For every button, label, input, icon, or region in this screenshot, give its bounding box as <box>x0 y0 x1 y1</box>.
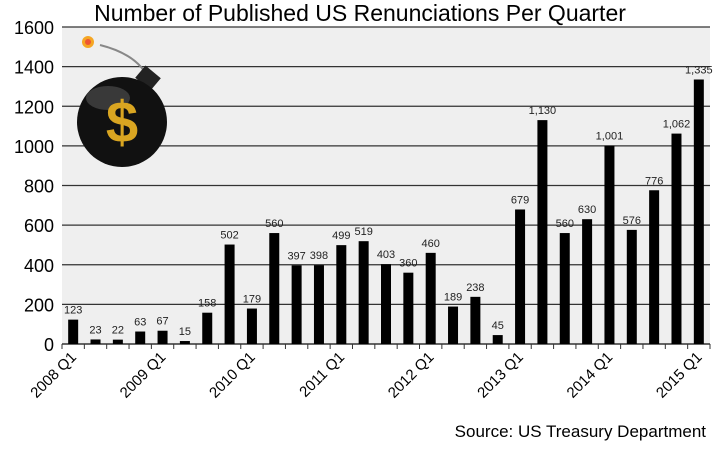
data-label: 22 <box>112 325 124 337</box>
bar <box>112 339 123 344</box>
bar <box>68 319 79 344</box>
data-label: 576 <box>623 215 641 227</box>
x-tick-label: 2015 Q1 <box>653 349 706 402</box>
bar <box>224 244 235 344</box>
bar <box>515 209 526 344</box>
data-label: 238 <box>466 282 484 294</box>
bar <box>313 265 324 344</box>
bar <box>559 233 570 344</box>
bar <box>693 79 704 345</box>
bar <box>492 335 503 344</box>
data-label: 179 <box>243 294 261 306</box>
x-tick-label: 2011 Q1 <box>296 349 348 401</box>
bar <box>425 252 436 344</box>
data-label: 776 <box>645 175 663 187</box>
data-label: 63 <box>134 317 146 329</box>
data-label: 460 <box>422 238 440 250</box>
data-label: 679 <box>511 194 529 206</box>
data-label: 45 <box>492 320 504 332</box>
x-tick-label: 2008 Q1 <box>27 349 80 402</box>
y-tick-label: 1600 <box>14 18 54 38</box>
data-label: 15 <box>179 326 191 338</box>
bar <box>671 133 682 344</box>
bar <box>358 241 369 344</box>
bar <box>381 264 391 344</box>
y-tick-label: 200 <box>24 295 54 315</box>
x-tick-label: 2014 Q1 <box>564 349 617 402</box>
bar <box>157 330 168 344</box>
data-label: 398 <box>310 250 328 262</box>
bar <box>403 272 414 344</box>
x-tick-label: 2013 Q1 <box>474 349 527 402</box>
data-label: 397 <box>287 250 305 262</box>
data-label: 158 <box>198 298 216 310</box>
data-label: 499 <box>332 230 350 242</box>
data-label: 23 <box>89 324 101 336</box>
data-label: 630 <box>578 204 596 216</box>
bar <box>604 145 615 344</box>
y-tick-label: 1400 <box>14 58 54 78</box>
data-label: 560 <box>556 218 574 230</box>
bar <box>336 245 347 344</box>
data-label: 360 <box>399 258 417 270</box>
bar <box>269 233 280 344</box>
bar <box>470 296 481 344</box>
data-label: 403 <box>377 249 395 261</box>
bomb-dollar-logo: $ <box>77 36 167 167</box>
data-label: 519 <box>354 226 372 238</box>
x-tick-label: 2010 Q1 <box>206 349 259 402</box>
y-tick-label: 0 <box>44 335 54 355</box>
bar <box>291 265 302 344</box>
y-tick-label: 800 <box>24 177 54 197</box>
data-label: 123 <box>64 305 82 317</box>
bar <box>90 339 101 344</box>
data-label: 1,335 <box>685 65 713 77</box>
data-label: 189 <box>444 292 462 304</box>
data-label: 560 <box>265 218 283 230</box>
bar <box>537 120 548 345</box>
chart-title: Number of Published US Renunciations Per… <box>94 0 626 26</box>
bar <box>179 341 190 344</box>
y-tick-label: 1000 <box>14 137 54 157</box>
bar <box>202 312 213 344</box>
svg-text:$: $ <box>106 90 138 155</box>
data-label: 502 <box>220 230 238 242</box>
chart-source: Source: US Treasury Department <box>454 422 706 441</box>
data-label: 67 <box>156 316 168 328</box>
y-tick-label: 600 <box>24 216 54 236</box>
data-label: 1,130 <box>529 105 557 117</box>
y-tick-label: 400 <box>24 256 54 276</box>
bar <box>448 306 459 344</box>
bar <box>135 331 146 344</box>
bar <box>582 219 593 344</box>
bar <box>649 190 660 344</box>
bar <box>246 308 257 344</box>
bar <box>626 229 637 344</box>
x-tick-label: 2009 Q1 <box>117 349 170 402</box>
y-tick-label: 1200 <box>14 97 54 117</box>
data-label: 1,001 <box>596 131 624 143</box>
data-label: 1,062 <box>663 119 691 131</box>
x-tick-label: 2012 Q1 <box>385 349 438 402</box>
